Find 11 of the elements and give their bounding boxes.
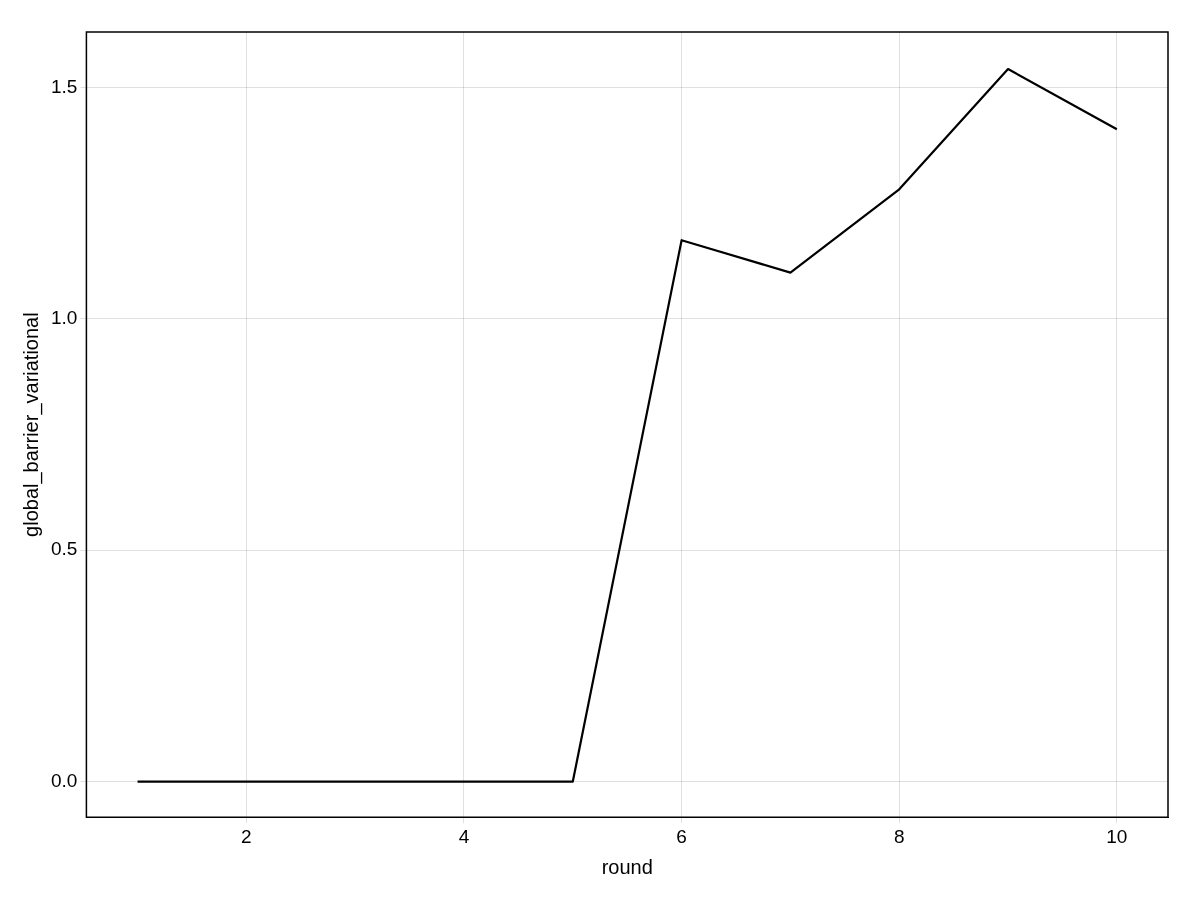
y-tick-label: 0.0 <box>50 769 78 791</box>
x-tick-label: 2 <box>241 825 252 847</box>
y-tick-label: 0.5 <box>50 538 78 560</box>
x-tick-label: 4 <box>458 825 470 847</box>
y-axis-title: global_barrier_variational <box>19 312 43 537</box>
y-tick-label: 1.0 <box>50 307 78 329</box>
x-tick-label: 8 <box>893 825 905 847</box>
x-tick-label: 10 <box>1106 825 1128 847</box>
y-tick-label: 1.5 <box>50 75 78 97</box>
x-axis-title: round <box>601 855 653 878</box>
x-tick-label: 6 <box>676 825 687 847</box>
